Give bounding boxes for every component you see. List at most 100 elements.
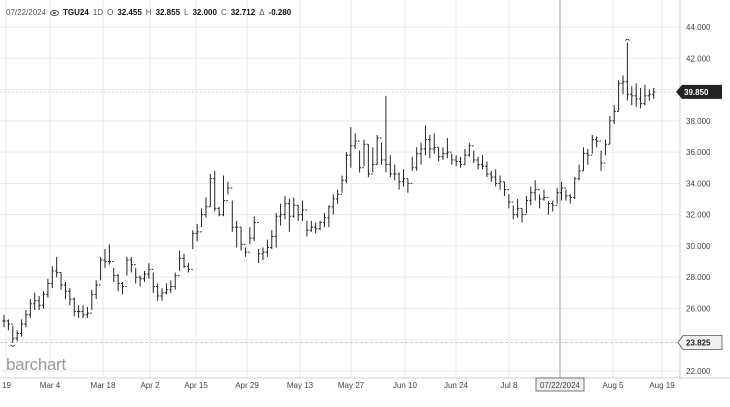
ohlc-bar [625, 42, 629, 101]
ohlc-bar [261, 247, 265, 260]
y-tick-label: 30.000 [686, 242, 711, 251]
ohlc-bar [476, 156, 480, 170]
x-tick-label: 07/22/2024 [540, 381, 581, 390]
ohlc-bar [401, 169, 406, 187]
ohlc-bar [283, 195, 287, 220]
ohlc-bar [340, 175, 344, 195]
ohlc-bar [463, 148, 467, 166]
crosshair-price-badge [677, 335, 723, 350]
ohlc-bar [428, 134, 432, 159]
x-tick-label: 19 [2, 381, 11, 390]
info-change: -0.280 [268, 8, 292, 17]
ohlc-bar [138, 275, 142, 287]
ohlc-bar [612, 105, 616, 124]
ohlc-bar [77, 305, 81, 318]
ohlc-bar [647, 89, 651, 101]
ohlc-bar [393, 164, 397, 181]
x-tick-label: May 27 [338, 381, 365, 390]
ohlc-bar [441, 147, 445, 160]
y-tick-label: 38.000 [686, 117, 711, 126]
ohlc-bar [6, 319, 10, 331]
ohlc-bar [94, 280, 98, 300]
info-high: 32.855 [155, 8, 181, 17]
ohlc-bar [169, 280, 173, 293]
ohlc-bar [357, 140, 362, 173]
ohlc-bar [502, 181, 507, 196]
eye-icon[interactable] [50, 9, 60, 16]
ohlc-bar [410, 156, 414, 184]
ohlc-bar [28, 299, 32, 318]
ohlc-bar [24, 310, 28, 328]
ohlc-bar [546, 196, 550, 215]
ohlc-bar [498, 175, 502, 190]
ohlc-bar [489, 170, 493, 182]
ohlc-bar [151, 268, 155, 293]
ohlc-bar [555, 188, 559, 206]
y-tick-label: 32.000 [686, 211, 711, 220]
x-tick-label: Apr 2 [140, 381, 160, 390]
ohlc-bar [595, 136, 599, 148]
ohlc-bar [85, 306, 90, 318]
ohlc-bar [296, 204, 300, 221]
ohlc-bar [630, 86, 634, 106]
ohlc-bar [142, 270, 147, 282]
symbol-info-bar: 07/22/2024 TGU24 1D O 32.455 H 32.855 L … [6, 8, 291, 17]
ohlc-bar [516, 199, 520, 218]
ohlc-bar [98, 256, 103, 286]
chart-grid [0, 0, 680, 378]
ohlc-bar [472, 145, 476, 164]
x-tick-label: Jun 24 [444, 381, 469, 390]
ohlc-bar [287, 199, 291, 232]
ohlc-bar [559, 181, 564, 201]
ohlc-bar [581, 147, 586, 172]
x-tick-label: Apr 15 [184, 381, 208, 390]
ohlc-bar [621, 75, 625, 95]
ohlc-bar [573, 177, 577, 199]
ohlc-bar [366, 143, 370, 178]
y-tick-label: 44.000 [686, 23, 711, 32]
axis-badges: 39.850 23.825 [676, 84, 723, 350]
ohlc-bar [322, 213, 327, 228]
ohlc-bar [480, 155, 485, 170]
ohlc-bar [507, 189, 511, 209]
ohlc-bar [2, 314, 6, 328]
x-axis: 19 Mar 4 Mar 18 Apr 2 Apr 15 Apr 29 May 13 May … [2, 377, 675, 392]
ohlc-bar [362, 139, 366, 169]
ohlc-bar [292, 197, 296, 218]
ohlc-bar [252, 216, 256, 242]
x-tick-label: May 13 [287, 381, 314, 390]
ohlc-bar [327, 205, 331, 228]
ohlc-bar [419, 142, 423, 165]
ohlc-bar [384, 95, 388, 173]
ohlc-bar [191, 230, 195, 270]
y-tick-label: 28.000 [686, 273, 711, 282]
ohlc-bar [608, 116, 612, 145]
ohlc-bar [221, 175, 226, 217]
ohlc-bar [415, 147, 419, 171]
info-symbol: TGU24 [63, 8, 89, 17]
ohlc-bar [33, 292, 37, 311]
ohlc-bar [164, 283, 169, 295]
ohlc-bar [226, 181, 230, 202]
crosshair-price-label: 23.825 [686, 338, 711, 347]
last-price-label: 39.850 [684, 88, 709, 97]
info-open-label: O [107, 8, 114, 17]
ohlc-bar [537, 189, 542, 209]
y-tick-label: 36.000 [686, 148, 711, 157]
ohlc-bar [15, 330, 19, 342]
ohlc-bar [652, 87, 656, 99]
ohlc-bar [437, 146, 441, 162]
ohlc-bar [533, 180, 537, 201]
ohlc-bar [590, 134, 594, 156]
ohlc-bar [305, 209, 309, 237]
ohlc-bar [379, 137, 384, 165]
y-tick-label: 22.000 [686, 367, 711, 376]
ohlc-bar [204, 197, 208, 218]
info-high-label: H [145, 8, 152, 17]
ohlc-bar [230, 187, 234, 232]
ohlc-bar [257, 221, 261, 264]
ohlc-bar [353, 133, 357, 149]
ohlc-bar [314, 222, 318, 234]
ohlc-bar [11, 323, 15, 343]
